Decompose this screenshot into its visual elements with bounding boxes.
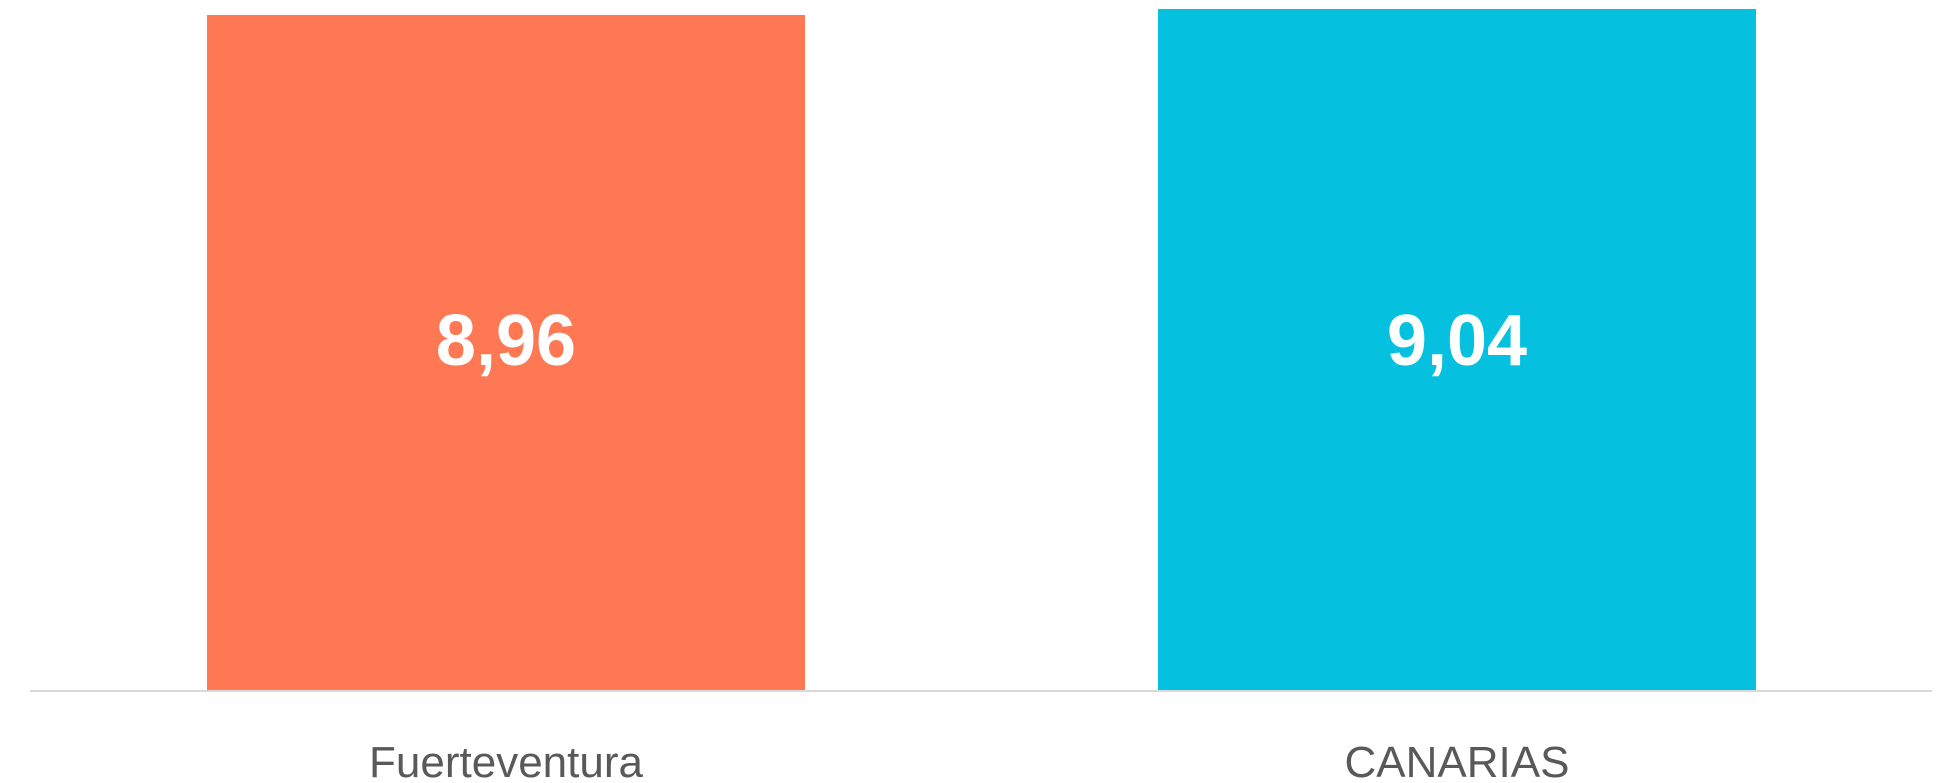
data-label-canarias: 9,04 [1387, 301, 1527, 381]
bar-fuerteventura [207, 15, 805, 690]
value-labels-group: 8,96 9,04 [436, 301, 1527, 381]
bars-group [207, 9, 1756, 690]
category-label-canarias: CANARIAS [1345, 738, 1570, 783]
category-labels-group: Fuerteventura CANARIAS [369, 738, 1569, 783]
bar-canarias [1158, 9, 1756, 690]
data-label-fuerteventura: 8,96 [436, 301, 576, 381]
category-label-fuerteventura: Fuerteventura [369, 738, 643, 783]
